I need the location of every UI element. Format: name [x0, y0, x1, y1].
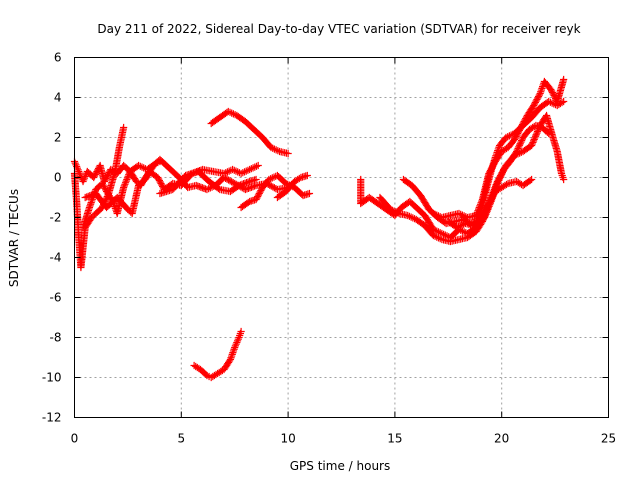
data-point: [254, 161, 262, 170]
x-axis-label: GPS time / hours: [290, 459, 391, 473]
data-point: [284, 149, 292, 158]
y-axis-label: SDTVAR / TECUs: [7, 189, 21, 287]
data-point: [560, 97, 568, 106]
data-point: [305, 189, 314, 198]
data-point: [120, 123, 128, 132]
series-t8: [273, 171, 311, 202]
series-t7: [237, 171, 314, 212]
x-tick-label: 15: [387, 432, 402, 446]
y-tick-label: 4: [54, 91, 62, 105]
x-tick-label: 0: [71, 432, 79, 446]
y-tick-label: -2: [50, 211, 62, 225]
x-tick-label: 20: [494, 432, 509, 446]
data-points: [70, 75, 568, 382]
series-t13: [429, 75, 568, 222]
data-point: [560, 75, 568, 84]
y-tick-label: -8: [50, 331, 62, 345]
series-t14: [444, 111, 568, 232]
data-point: [214, 184, 223, 193]
series-t6: [207, 107, 292, 158]
y-tick-label: 2: [54, 131, 62, 145]
plot-frame: [74, 57, 609, 418]
y-tick-label: 0: [54, 171, 62, 185]
y-tick-label: -4: [50, 251, 62, 265]
data-point: [560, 175, 568, 184]
data-point: [528, 175, 536, 184]
x-tick-label: 10: [280, 432, 295, 446]
data-point: [252, 175, 260, 184]
data-point: [303, 171, 311, 180]
data-point: [237, 327, 245, 336]
y-tick-label: -10: [42, 371, 62, 385]
series-t5: [156, 167, 260, 198]
y-tick-label: -6: [50, 291, 62, 305]
y-tick-label: -12: [42, 411, 62, 425]
x-tick-label: 25: [601, 432, 616, 446]
y-tick-label: 6: [54, 51, 62, 65]
series-t9: [190, 327, 245, 382]
chart-title: Day 211 of 2022, Sidereal Day-to-day VTE…: [97, 22, 580, 36]
x-tick-label: 5: [177, 432, 185, 446]
